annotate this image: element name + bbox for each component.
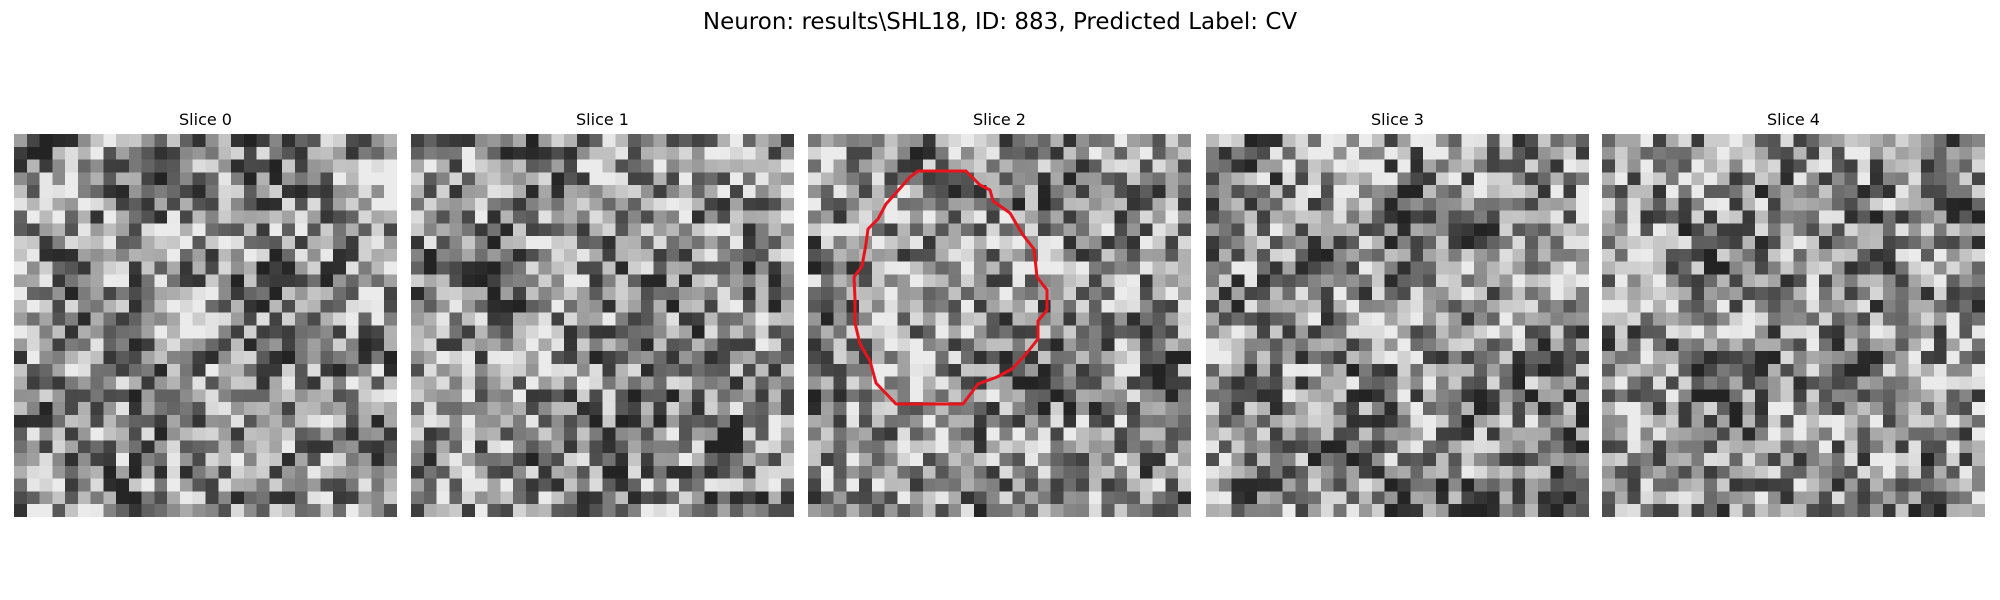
slice-title: Slice 4 [1767,110,1820,129]
slice-pixel-grid [1206,134,1589,517]
slice-pixel-grid [14,134,397,517]
slice-title: Slice 3 [1371,110,1424,129]
slice-title: Slice 2 [973,110,1026,129]
roi-outline [852,169,1049,406]
slice-image [411,134,794,517]
slice-title: Slice 1 [576,110,629,129]
slice-panel-0: Slice 0 [14,108,397,518]
slice-image [808,134,1191,517]
slice-panel-3: Slice 3 [1206,108,1589,518]
figure-title: Neuron: results\SHL18, ID: 883, Predicte… [702,9,1298,35]
slice-image [14,134,397,517]
slice-image [1602,134,1985,517]
slice-panel-2: Slice 2 [808,108,1191,518]
slice-pixel-grid [808,134,1191,517]
slice-image [1206,134,1589,517]
slice-pixel-grid [411,134,794,517]
slice-title: Slice 0 [179,110,232,129]
slice-panel-1: Slice 1 [411,108,794,518]
slice-pixel-grid [1602,134,1985,517]
slice-panel-4: Slice 4 [1602,108,1985,518]
